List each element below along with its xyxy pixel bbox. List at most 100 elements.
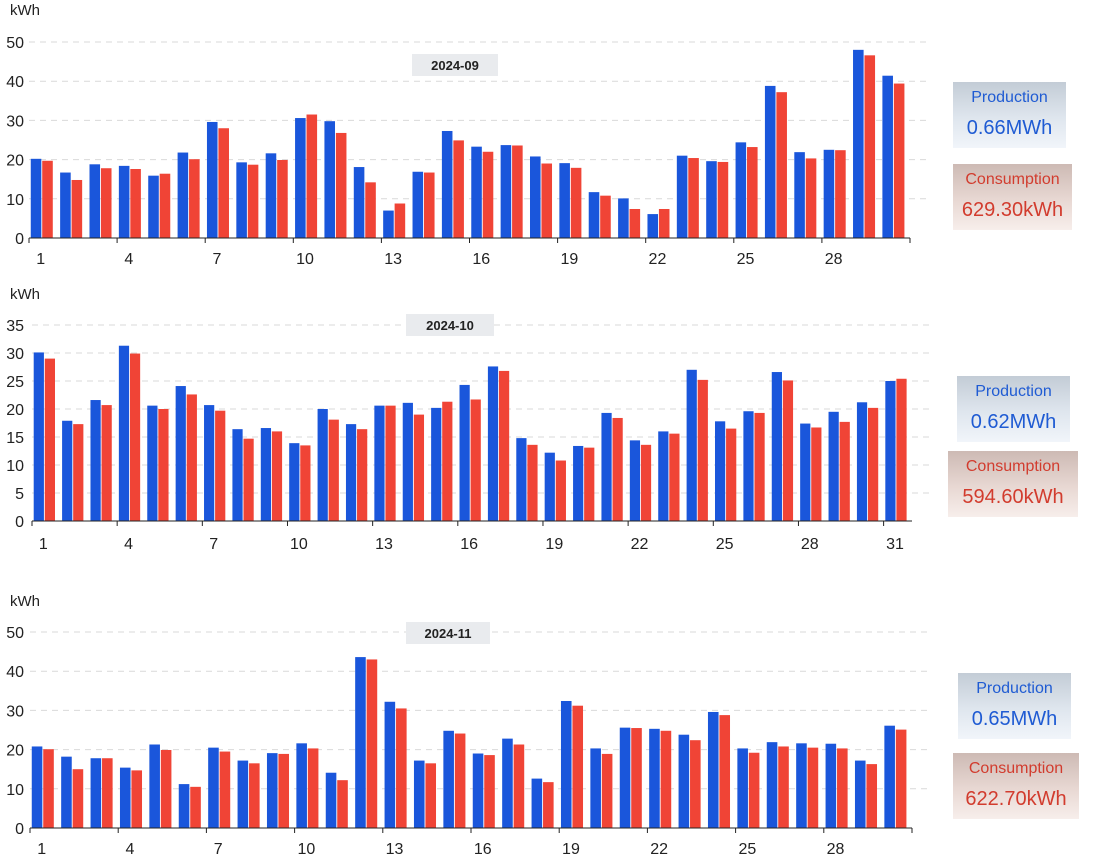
consumption-bar: [839, 421, 850, 521]
consumption-bar: [71, 179, 83, 238]
consumption-bar: [396, 708, 407, 828]
y-tick-label: 15: [6, 430, 24, 447]
production-bar: [62, 420, 73, 521]
consumption-bar: [601, 753, 613, 828]
production-bar: [500, 145, 512, 238]
production-bar: [90, 400, 101, 521]
consumption-bar: [726, 428, 737, 521]
consumption-bar: [754, 412, 765, 521]
production-bar: [882, 75, 893, 238]
consumption-bar: [747, 147, 758, 238]
production-bar: [658, 431, 669, 521]
x-tick-label: 22: [650, 841, 668, 858]
x-tick-label: 10: [290, 536, 308, 553]
consumption-bar: [570, 167, 582, 238]
consumption-bar: [776, 92, 787, 239]
consumption-bar: [243, 438, 254, 521]
production-value: 0.65MWh: [971, 708, 1058, 730]
production-bar: [441, 130, 453, 238]
consumption-bar: [543, 782, 554, 828]
consumption-bar: [278, 753, 290, 828]
y-tick-label: 50: [6, 35, 24, 52]
x-tick-label: 4: [124, 251, 133, 268]
consumption-bar: [896, 378, 907, 521]
consumption-bar: [190, 786, 201, 828]
production-bar: [265, 153, 277, 238]
production-bar: [61, 756, 72, 828]
production-bar: [90, 758, 102, 828]
consumption-bar: [805, 158, 817, 238]
consumption-bar: [453, 140, 464, 238]
consumption-bar: [513, 744, 525, 828]
production-bar: [531, 778, 543, 828]
month-title-background: [412, 54, 498, 76]
consumption-bar: [837, 748, 848, 828]
y-tick-label: 5: [15, 486, 24, 503]
production-bar: [237, 760, 249, 828]
production-bar: [208, 747, 219, 828]
x-tick-label: 4: [124, 536, 133, 553]
x-tick-label: 22: [631, 536, 649, 553]
consumption-bar: [215, 410, 226, 521]
consumption-bar: [131, 770, 143, 828]
consumption-bar: [385, 405, 396, 521]
consumption-bar: [73, 424, 84, 521]
production-bar: [148, 175, 159, 238]
x-tick-label: 13: [384, 251, 402, 268]
consumption-bar: [337, 780, 348, 828]
consumption-bar: [307, 748, 319, 828]
production-bar: [119, 767, 131, 828]
x-tick-label: 13: [386, 841, 404, 858]
production-bar: [686, 369, 697, 521]
production-bar: [289, 443, 300, 521]
consumption-bar: [572, 705, 584, 828]
production-bar: [118, 165, 130, 238]
x-tick-label: 28: [827, 841, 845, 858]
consumption-value: 594.60kWh: [962, 486, 1064, 508]
production-summary: Production 0.65MWh: [958, 673, 1071, 739]
x-tick-label: 28: [801, 536, 819, 553]
consumption-bar: [271, 431, 283, 521]
production-bar: [443, 730, 454, 828]
production-bar: [796, 743, 807, 828]
y-tick-label: 10: [6, 782, 24, 799]
month-title: 2024-11: [425, 626, 472, 641]
production-bar: [853, 49, 864, 239]
production-bar: [764, 85, 776, 239]
production-bar: [735, 142, 747, 238]
consumption-bar: [690, 740, 701, 828]
production-bar: [649, 728, 660, 828]
production-bar: [204, 405, 215, 521]
production-value: 0.62MWh: [970, 411, 1057, 433]
production-bar: [828, 411, 839, 521]
consumption-bar: [640, 444, 652, 521]
consumption-bar: [277, 159, 288, 238]
production-bar: [118, 345, 130, 521]
production-bar: [884, 725, 895, 828]
x-tick-label: 10: [297, 841, 315, 858]
consumption-bar: [600, 195, 611, 238]
production-label: Production: [976, 680, 1053, 697]
production-bar: [714, 421, 726, 521]
production-bar: [529, 156, 541, 238]
x-tick-label: 19: [562, 841, 580, 858]
production-bar: [544, 452, 555, 521]
production-bar: [295, 118, 306, 238]
consumption-bar: [130, 169, 141, 238]
x-tick-label: 1: [36, 251, 45, 268]
x-tick-label: 7: [209, 536, 218, 553]
y-tick-label: 40: [6, 664, 24, 681]
y-unit-label: kWh: [10, 2, 40, 19]
y-tick-label: 25: [6, 374, 24, 391]
production-summary: Production 0.62MWh: [957, 376, 1070, 442]
production-bar: [766, 742, 778, 828]
month-title-background: [406, 622, 490, 644]
consumption-bar: [612, 417, 623, 521]
production-bar: [402, 402, 413, 521]
consumption-bar: [697, 379, 708, 521]
y-tick-label: 10: [6, 458, 24, 475]
consumption-value: 629.30kWh: [961, 199, 1064, 221]
x-tick-label: 25: [716, 536, 734, 553]
consumption-bar: [811, 427, 822, 521]
consumption-summary: Consumption 629.30kWh: [953, 164, 1072, 230]
